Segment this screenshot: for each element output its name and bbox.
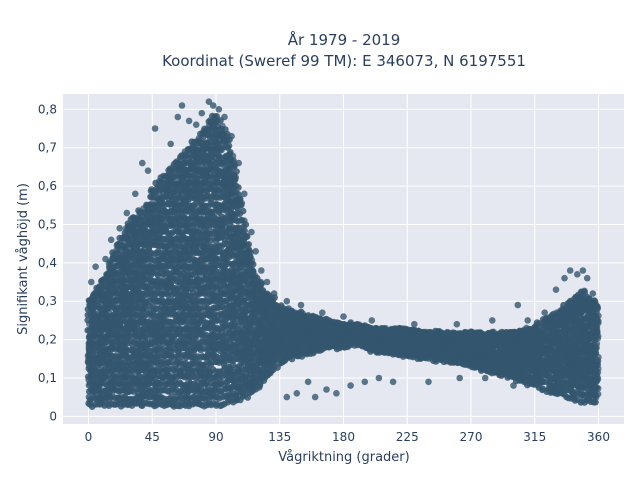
data-point (490, 328, 497, 336)
data-points (84, 98, 602, 411)
